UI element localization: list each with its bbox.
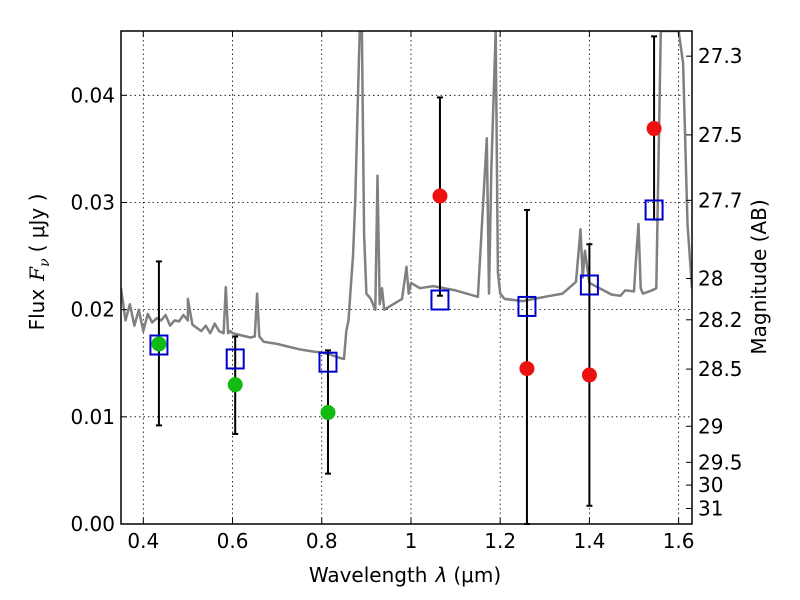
x-tick-label: 1.4 [573,529,605,553]
green-point [320,405,336,421]
red-point [519,361,535,377]
y2-axis-label: Magnitude (AB) [747,199,771,354]
axis-ticks: 0.4 0.6 0.8 1 1.2 1.4 1.6 0.00 0.01 0.02 0.03 0.04 2… [70,31,743,553]
red-point [646,121,662,137]
green-point [151,336,167,352]
mag-tick-label: 31 [698,497,723,521]
mag-tick-label: 27.7 [698,188,743,212]
y-axis-label: FluxFν( μJy ) [25,194,53,331]
mag-tick-label: 29.5 [698,450,743,474]
y-tick-label: 0.00 [70,512,115,536]
spectrum-line [121,31,692,361]
x-tick-label: 0.6 [217,529,249,553]
red-point [581,367,597,383]
y-tick-label: 0.04 [70,83,115,107]
red-point [432,188,448,204]
grid [121,31,692,525]
model-square-marker [517,295,537,317]
mag-tick-label: 28.2 [698,308,743,332]
model-square-marker [644,199,664,221]
mag-tick-label: 27.3 [698,44,743,68]
y-tick-label: 0.01 [70,405,115,429]
x-tick-label: 0.8 [306,529,338,553]
x-tick-label: 1 [405,529,418,553]
y-tick-label: 0.03 [70,190,115,214]
mag-tick-label: 27.5 [698,123,743,147]
green-point [227,377,243,393]
x-tick-label: 1.6 [663,529,695,553]
mag-tick-label: 28 [698,266,723,290]
x-tick-label: 0.4 [127,529,159,553]
mag-tick-label: 28.5 [698,357,743,381]
mag-tick-label: 29 [698,414,723,438]
x-tick-label: 1.2 [484,529,516,553]
x-axis-label: Wavelength λ (μm) [309,563,501,587]
plot-frame [120,30,693,525]
model-square-marker [318,351,338,373]
y-tick-label: 0.02 [70,298,115,322]
mag-tick-label: 30 [698,473,723,497]
model-square-marker [225,348,245,370]
data-points [149,121,664,421]
model-square-marker [579,274,599,296]
model-square-marker [430,289,450,311]
model-square-marker [149,334,169,356]
model-spectrum [121,31,692,361]
